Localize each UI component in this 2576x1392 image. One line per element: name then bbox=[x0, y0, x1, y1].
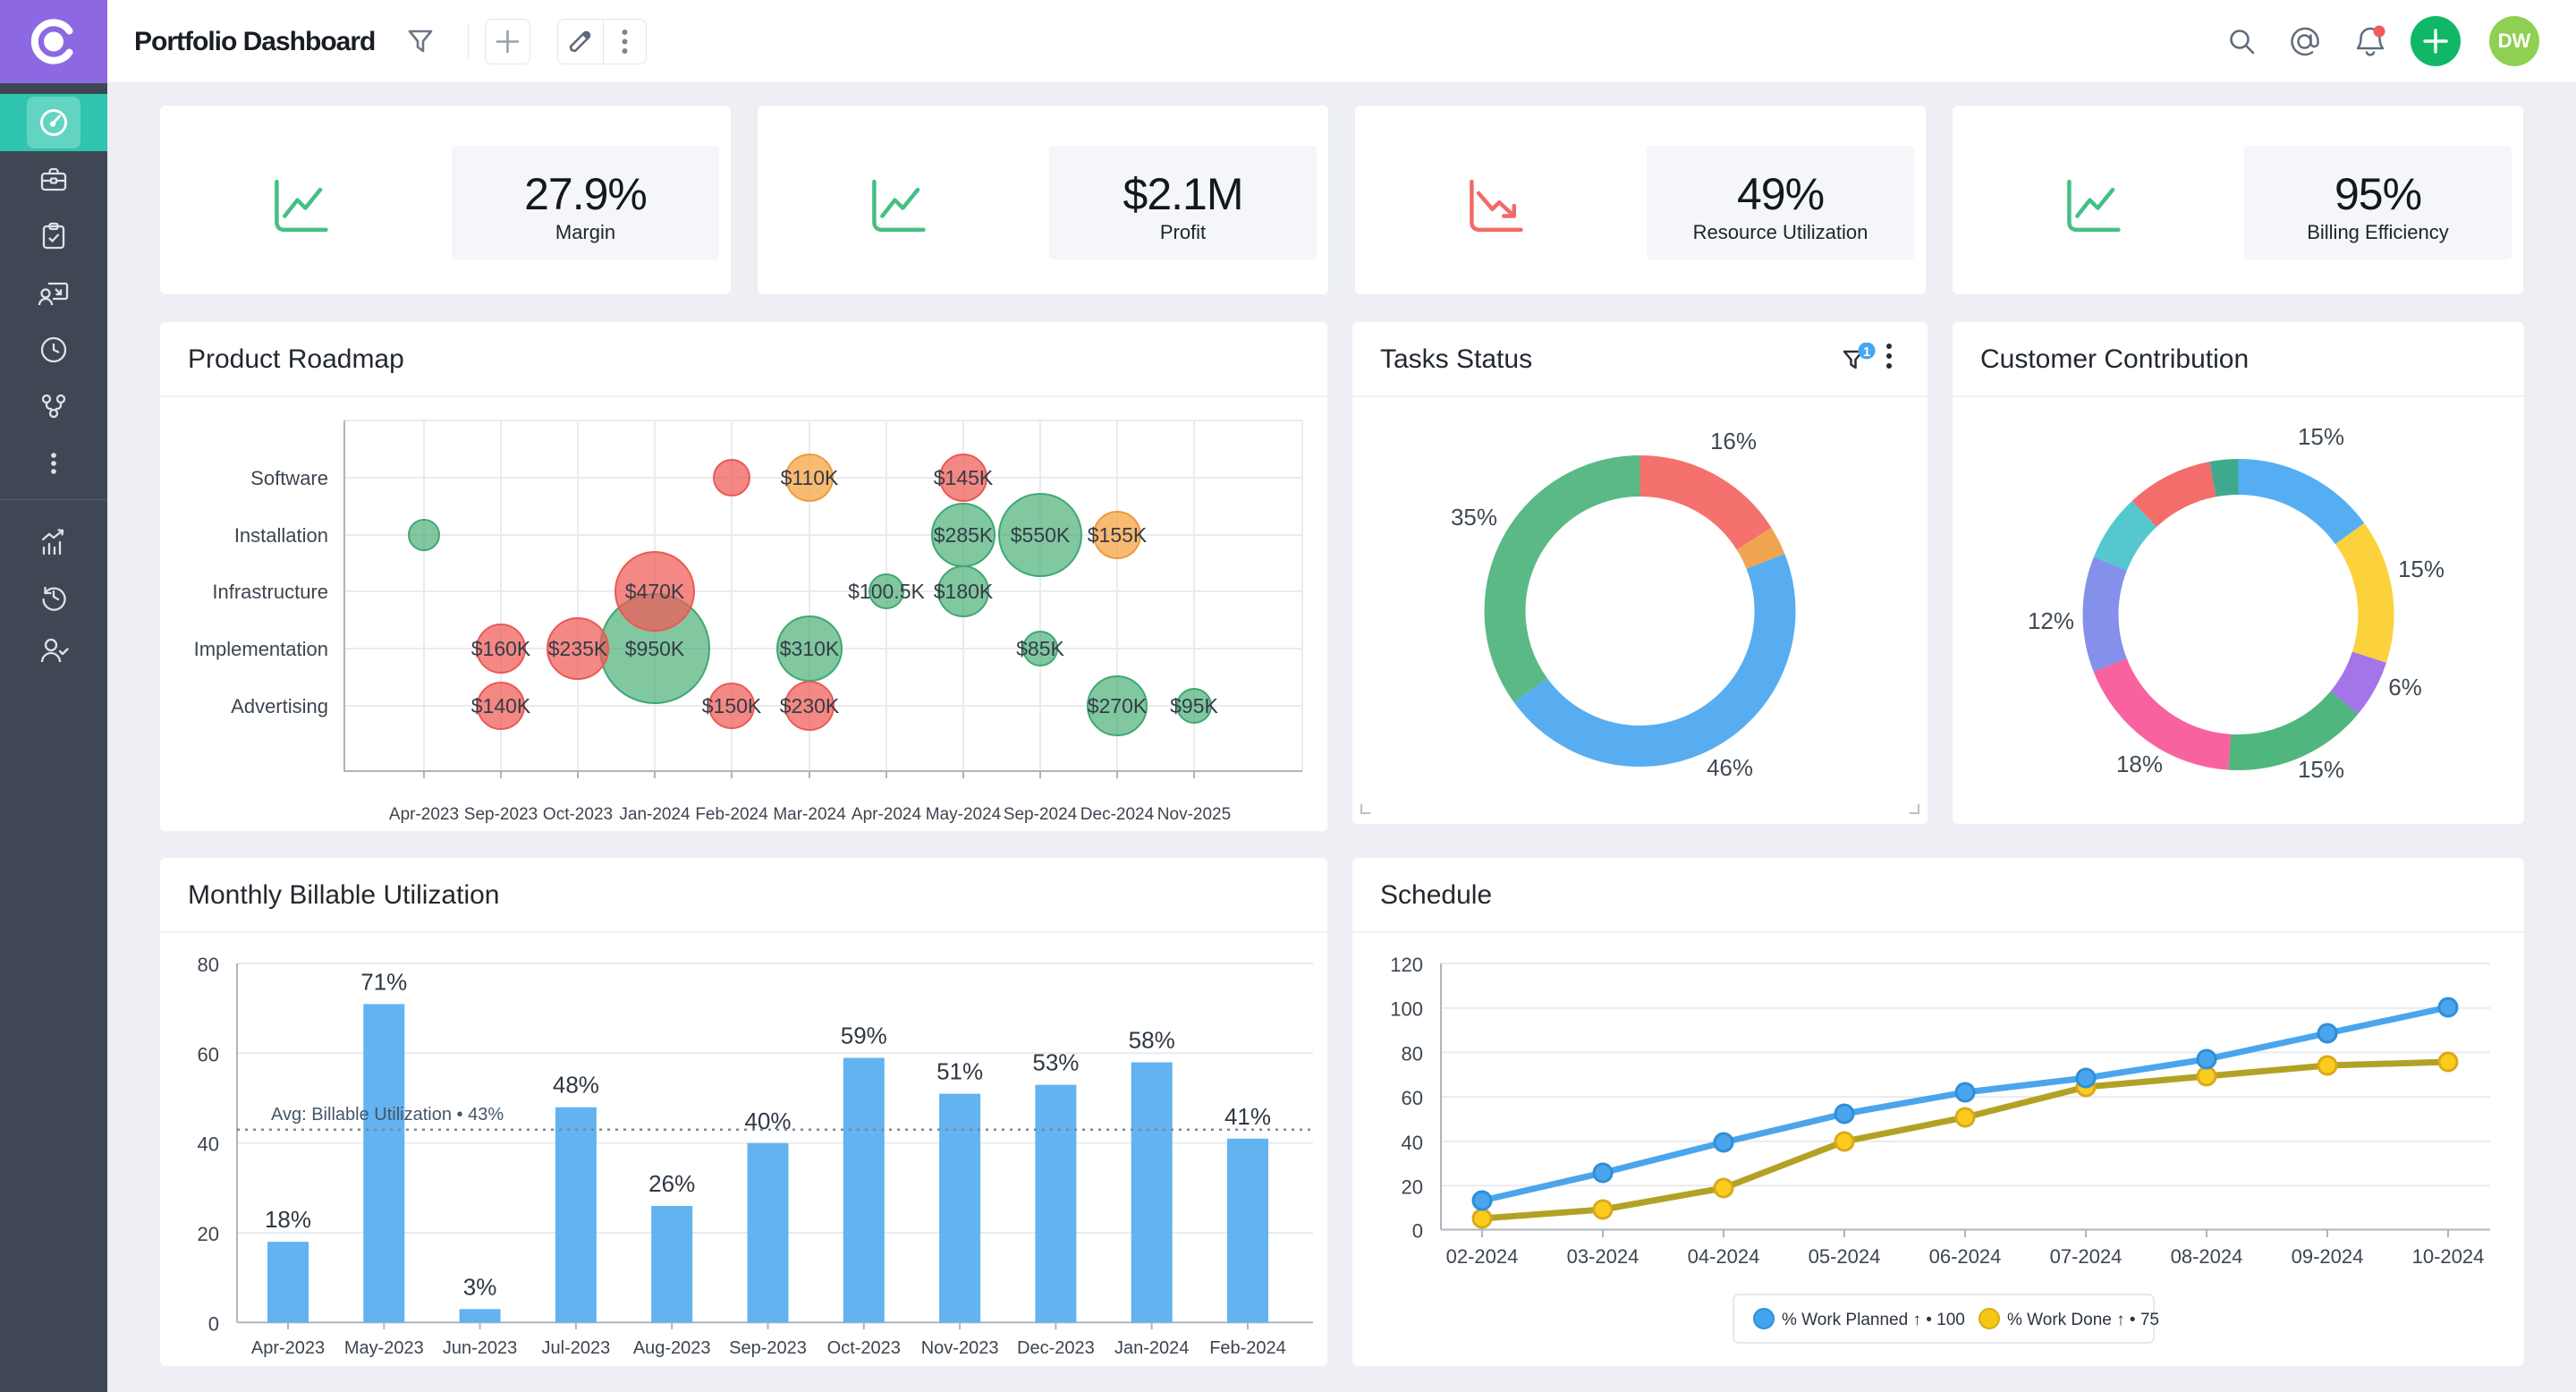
svg-text:80: 80 bbox=[1402, 1042, 1423, 1065]
svg-text:Nov-2025: Nov-2025 bbox=[1157, 805, 1231, 824]
svg-text:Oct-2023: Oct-2023 bbox=[827, 1338, 901, 1358]
svg-text:20: 20 bbox=[198, 1223, 219, 1245]
svg-text:100: 100 bbox=[1390, 998, 1423, 1021]
svg-text:18%: 18% bbox=[2116, 751, 2163, 777]
svg-text:Sep-2024: Sep-2024 bbox=[1004, 805, 1078, 824]
svg-text:Jan-2024: Jan-2024 bbox=[619, 805, 691, 824]
svg-text:Nov-2023: Nov-2023 bbox=[921, 1338, 999, 1358]
svg-text:46%: 46% bbox=[1707, 754, 1753, 781]
svg-text:40: 40 bbox=[1402, 1132, 1423, 1154]
svg-text:08-2024: 08-2024 bbox=[2171, 1245, 2243, 1268]
svg-text:80: 80 bbox=[198, 954, 219, 976]
svg-text:$85K: $85K bbox=[1016, 637, 1064, 660]
svg-text:Feb-2024: Feb-2024 bbox=[1209, 1338, 1286, 1358]
svg-text:51%: 51% bbox=[936, 1058, 983, 1085]
svg-text:71%: 71% bbox=[360, 968, 407, 995]
svg-text:Dec-2023: Dec-2023 bbox=[1017, 1338, 1095, 1358]
svg-text:15%: 15% bbox=[2398, 556, 2445, 582]
svg-text:Jul-2023: Jul-2023 bbox=[542, 1338, 611, 1358]
svg-text:$95K: $95K bbox=[1170, 694, 1218, 717]
svg-text:09-2024: 09-2024 bbox=[2292, 1245, 2364, 1268]
svg-text:Dec-2024: Dec-2024 bbox=[1080, 805, 1155, 824]
svg-text:Avg: Billable Utilization • 43: Avg: Billable Utilization • 43% bbox=[271, 1105, 504, 1125]
svg-text:% Work Planned ↑ • 100: % Work Planned ↑ • 100 bbox=[1782, 1311, 1965, 1329]
svg-text:$550K: $550K bbox=[1011, 523, 1071, 547]
svg-text:26%: 26% bbox=[648, 1170, 695, 1197]
svg-text:Jan-2024: Jan-2024 bbox=[1114, 1338, 1189, 1358]
svg-text:48%: 48% bbox=[553, 1072, 599, 1099]
svg-text:Apr-2023: Apr-2023 bbox=[389, 805, 459, 824]
svg-text:$150K: $150K bbox=[702, 694, 762, 717]
svg-text:May-2023: May-2023 bbox=[344, 1338, 424, 1358]
svg-text:20: 20 bbox=[1402, 1176, 1423, 1198]
svg-text:15%: 15% bbox=[2298, 423, 2344, 450]
svg-text:05-2024: 05-2024 bbox=[1809, 1245, 1881, 1268]
svg-text:0: 0 bbox=[208, 1312, 219, 1335]
svg-text:Infrastructure: Infrastructure bbox=[212, 581, 328, 603]
svg-text:$310K: $310K bbox=[780, 637, 840, 660]
svg-text:$110K: $110K bbox=[781, 466, 839, 489]
svg-text:02-2024: 02-2024 bbox=[1446, 1245, 1519, 1268]
svg-text:Sep-2023: Sep-2023 bbox=[464, 805, 538, 824]
svg-text:1: 1 bbox=[1863, 344, 1870, 360]
svg-text:$950K: $950K bbox=[625, 637, 685, 660]
svg-text:60: 60 bbox=[1402, 1087, 1423, 1109]
svg-text:16%: 16% bbox=[1710, 428, 1757, 454]
svg-text:03-2024: 03-2024 bbox=[1567, 1245, 1640, 1268]
svg-text:$180K: $180K bbox=[934, 580, 994, 603]
svg-text:$160K: $160K bbox=[471, 637, 531, 660]
svg-text:40%: 40% bbox=[744, 1108, 791, 1134]
svg-text:06-2024: 06-2024 bbox=[1929, 1245, 2002, 1268]
svg-text:18%: 18% bbox=[265, 1206, 311, 1233]
svg-text:$285K: $285K bbox=[934, 523, 994, 547]
svg-text:May-2024: May-2024 bbox=[926, 805, 1002, 824]
svg-text:59%: 59% bbox=[841, 1023, 887, 1049]
svg-text:Apr-2024: Apr-2024 bbox=[852, 805, 922, 824]
svg-text:Implementation: Implementation bbox=[194, 638, 328, 660]
svg-text:35%: 35% bbox=[1451, 504, 1497, 530]
svg-text:$145K: $145K bbox=[934, 466, 994, 489]
svg-text:Aug-2023: Aug-2023 bbox=[633, 1338, 711, 1358]
svg-text:Software: Software bbox=[250, 467, 328, 489]
svg-text:12%: 12% bbox=[2028, 607, 2074, 634]
svg-text:$235K: $235K bbox=[548, 637, 608, 660]
svg-text:Sep-2023: Sep-2023 bbox=[729, 1338, 807, 1358]
svg-text:Oct-2023: Oct-2023 bbox=[543, 805, 613, 824]
svg-text:Apr-2023: Apr-2023 bbox=[251, 1338, 325, 1358]
svg-text:10-2024: 10-2024 bbox=[2412, 1245, 2485, 1268]
svg-text:04-2024: 04-2024 bbox=[1688, 1245, 1760, 1268]
svg-text:Jun-2023: Jun-2023 bbox=[443, 1338, 517, 1358]
svg-text:$230K: $230K bbox=[780, 694, 840, 717]
svg-text:3%: 3% bbox=[463, 1273, 497, 1300]
svg-text:$270K: $270K bbox=[1088, 694, 1148, 717]
svg-text:$100.5K: $100.5K bbox=[848, 580, 925, 603]
svg-text:Mar-2024: Mar-2024 bbox=[773, 805, 846, 824]
svg-text:Advertising: Advertising bbox=[231, 695, 328, 717]
svg-text:40: 40 bbox=[198, 1133, 219, 1156]
svg-text:60: 60 bbox=[198, 1043, 219, 1065]
svg-text:Installation: Installation bbox=[234, 524, 328, 547]
svg-text:$470K: $470K bbox=[625, 580, 685, 603]
svg-text:15%: 15% bbox=[2298, 756, 2344, 783]
svg-text:53%: 53% bbox=[1032, 1049, 1079, 1076]
svg-text:41%: 41% bbox=[1224, 1103, 1271, 1130]
svg-text:$140K: $140K bbox=[471, 694, 531, 717]
svg-text:% Work Done ↑ • 75: % Work Done ↑ • 75 bbox=[2007, 1311, 2159, 1329]
svg-text:0: 0 bbox=[1412, 1220, 1423, 1243]
svg-text:Feb-2024: Feb-2024 bbox=[695, 805, 768, 824]
svg-text:6%: 6% bbox=[2388, 674, 2422, 700]
svg-text:58%: 58% bbox=[1129, 1027, 1175, 1054]
svg-text:07-2024: 07-2024 bbox=[2050, 1245, 2123, 1268]
svg-text:120: 120 bbox=[1390, 954, 1423, 976]
svg-text:$155K: $155K bbox=[1088, 523, 1148, 547]
